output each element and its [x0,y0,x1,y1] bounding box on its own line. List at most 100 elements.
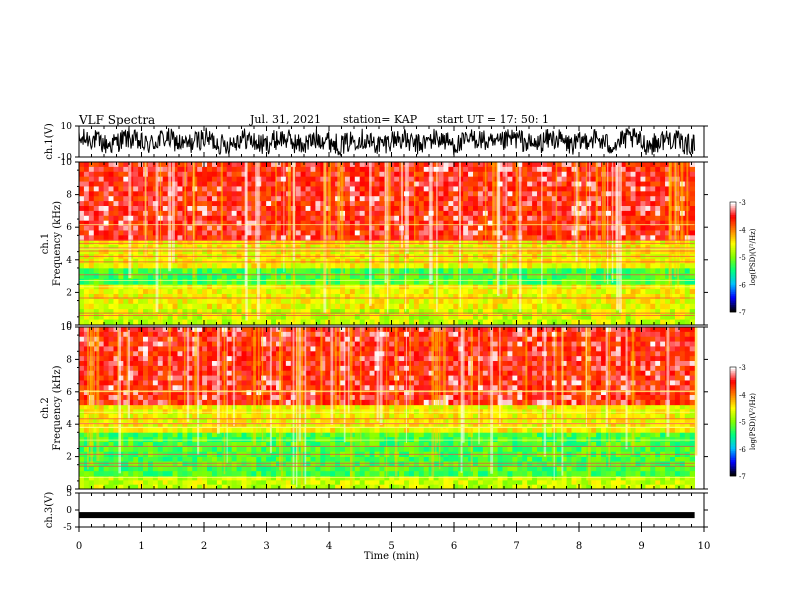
ch1-spectrogram-band-4-cell [305,181,311,187]
ch2-spectrogram-band-0-cell [566,476,572,481]
ch1-spectrogram-band-1-cell [399,298,405,305]
ch1-spectrogram-band-4-cell [527,201,533,207]
ch1-spectrogram-band-4-cell [359,196,366,202]
ch1-spectrogram-band-3-cell [241,263,247,269]
ch1-spectrogram-band-1-cell [463,298,469,305]
ch1-spectrogram-band-4-cell [630,206,636,212]
ch1-spectrogram-band-1-cell [586,303,592,310]
ch1-spectrogram-band-4-cell [620,191,627,197]
ch1-spectrogram-band-1-cell [438,289,444,295]
ch1-spectrogram-band-4-cell [448,162,454,168]
ch1-spectrogram-band-4-cell [251,220,257,226]
ch1-spectrogram-band-3-cell [512,240,518,246]
ch1-spectrogram-band-4-cell [320,220,326,226]
ch1-spectrogram-band-1-cell [640,294,646,300]
ch1-spectrogram-band-4-cell [453,196,459,202]
ch2-spectrogram-band-1-cell [256,461,262,467]
ch1-spectrogram-band-3-cell [202,263,208,269]
ch1-spectrogram-band-4-cell [502,220,508,226]
ch1-spectrogram-band-4-cell [541,196,548,202]
ch1-spectrogram-band-1-cell [537,303,543,310]
ch1-spectrogram-band-4-cell [261,220,267,226]
ch1-spectrogram-band-4-cell [551,196,558,202]
ch2-spectrogram-band-0-cell [448,480,454,486]
ch1-spectrogram-band-3-cell [443,240,449,246]
ch1-spectrogram-band-1-cell [177,289,183,295]
ch1-spectrogram-band-3-cell [300,249,306,255]
ch2-spectrogram-band-0-cell [79,480,85,486]
ch1-spectrogram-band-2-cell [679,278,686,285]
ch1-spectrogram-band-4-cell [108,186,114,192]
ch1-spectrogram-band-3-cell [266,244,272,250]
ch1-spectrogram-band-1-cell [349,298,356,305]
ch1-spectrogram-band-1-cell [374,303,380,310]
ch2-spectrogram-band-0-cell [615,476,622,481]
ch1-spectrogram-band-0-cell [497,319,503,326]
ch1-spectrogram-band-4-cell [630,176,636,182]
ch1-spectrogram-band-2-cell [93,267,100,274]
ch1-spectrogram-band-2-cell [679,273,686,280]
ch1-spectrogram-band-2-cell [315,273,321,280]
ch1-spectrogram-band-2-cell [310,278,316,285]
ch1-spectrogram-band-4-cell [532,162,538,168]
ch1-spectrogram-band-4-cell [79,210,85,217]
ch2-spectrogram-band-1-cell [192,456,198,462]
ch1-spectrogram-band-3-cell [315,263,321,269]
ch1-spectrogram-band-4-cell [231,210,237,217]
ch1-spectrogram-colorbar-swatch [730,207,736,210]
ch1-spectrogram-band-1-cell [374,289,380,295]
ch1-spectrogram-band-1-cell [285,289,292,295]
ch1-spectrogram-band-4-cell [369,201,375,207]
ch1-spectrogram-band-4-cell [276,196,282,202]
ch1-spectrogram-band-2-cell [468,267,474,274]
ch1-spectrogram-band-4-cell [246,230,252,236]
ch1-spectrogram-band-4-cell [177,176,183,182]
ch1-spectrogram-band-0-cell [300,308,306,315]
ch1-spectrogram-band-1-cell [211,303,218,310]
ch1-spectrogram-band-2-cell [571,278,577,285]
ch1-spectrogram-band-1-cell [285,303,292,310]
ch2-spectrogram-band-1-cell [556,461,563,467]
ch1-spectrogram-band-1-cell [522,298,528,305]
ch1-spectrogram-band-4-cell [625,230,631,236]
ch1-spectrogram-band-4-cell [88,186,95,192]
ch1-spectrogram-band-1-cell [610,289,617,295]
ch1-spectrogram-band-4-cell [216,225,223,231]
ch1-spectrogram-band-4-cell [389,215,395,222]
ch1-spectrogram-band-2-cell [143,273,149,280]
ch2-spectrogram-band-0-cell [650,480,656,486]
ch1-spectrogram-band-4-cell [556,220,563,226]
ch2-spectrogram-band-0-cell [143,484,149,490]
ch1-spectrogram-band-1-cell [551,303,558,310]
ch1-spectrogram-band-0-cell [315,308,321,315]
ch1-spectrogram-band-4-cell [438,186,444,192]
ch1-spectrogram-band-2-cell [349,267,356,274]
ch2-spectrogram-band-0-cell [152,476,159,481]
ch1-spectrogram-band-4-cell [310,230,316,236]
ch1-spectrogram-band-0-cell [192,314,198,320]
ch1-spectrogram-band-3-cell [408,263,415,269]
ch1-spectrogram-band-1-cell [83,289,90,295]
ch2-spectrogram-band-0-cell [674,480,681,486]
ch2-spectrogram-band-0-cell [374,484,380,490]
ch1-spectrogram-band-0-cell [655,319,661,326]
ch1-spectrogram-band-4-cell [561,181,567,187]
ch1-spectrogram-band-4-cell [344,191,351,197]
ch1-spectrogram-band-1-cell [512,298,518,305]
ch1-spectrogram-band-4-cell [162,162,169,168]
ch2-spectrogram-band-1-cell [157,461,164,467]
ch1-spectrogram-band-4-cell [591,162,597,168]
ch1-spectrogram-band-1-cell [266,303,272,310]
ch1-spectrogram-band-4-cell [492,171,499,178]
ch1-spectrogram-band-4-cell [79,162,85,168]
ch2-spectrogram-band-1-cell [202,456,208,462]
ch1-spectrogram-band-1-cell [79,303,85,310]
ch1-spectrogram-band-3-cell [532,249,538,255]
ch1-spectrogram-band-1-cell [527,298,533,305]
ch1-spectrogram-band-3-cell [527,258,533,264]
ch1-spectrogram-band-2-cell [591,273,597,280]
ch1-spectrogram-band-4-cell [103,201,109,207]
ch1-spectrogram-band-0-cell [645,308,651,315]
ch1-spectrogram-burst-streak [595,162,598,266]
ch1-spectrogram-band-2-cell [635,267,641,274]
